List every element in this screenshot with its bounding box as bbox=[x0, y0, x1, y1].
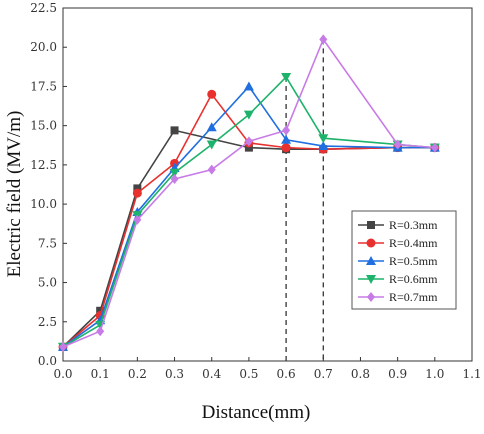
data-point bbox=[430, 142, 439, 153]
legend-item: R=0.5mm bbox=[358, 254, 438, 268]
y-tick-label: 5.0 bbox=[38, 276, 57, 290]
y-tick-label: 12.5 bbox=[30, 158, 57, 172]
data-point bbox=[393, 139, 402, 150]
x-tick-label: 0.7 bbox=[314, 367, 333, 381]
data-point bbox=[319, 34, 328, 45]
data-point bbox=[318, 134, 329, 144]
legend-item: R=0.6mm bbox=[358, 272, 438, 286]
plot-border bbox=[62, 7, 473, 362]
legend-label: R=0.4mm bbox=[389, 236, 438, 250]
data-point bbox=[281, 134, 292, 144]
y-tick-label: 2.5 bbox=[38, 315, 57, 329]
series-5 bbox=[59, 34, 439, 352]
data-point bbox=[243, 81, 254, 91]
legend-item: R=0.4mm bbox=[358, 236, 438, 250]
y-tick-label: 17.5 bbox=[30, 79, 57, 93]
data-point bbox=[169, 168, 180, 178]
legend-label: R=0.5mm bbox=[389, 254, 438, 268]
series-line bbox=[62, 37, 435, 348]
data-point bbox=[133, 184, 142, 193]
data-point bbox=[96, 326, 105, 337]
data-point bbox=[206, 122, 217, 132]
x-tick-label: 1.1 bbox=[462, 367, 481, 381]
x-tick-label: 0.9 bbox=[388, 367, 407, 381]
legend-label: R=0.6mm bbox=[389, 272, 438, 286]
series-line bbox=[62, 85, 435, 348]
legend-label: R=0.7mm bbox=[389, 290, 438, 304]
y-tick-label: 20.0 bbox=[30, 40, 57, 54]
legend-marker bbox=[366, 238, 376, 248]
data-point bbox=[133, 214, 142, 225]
x-tick-label: 0.3 bbox=[165, 367, 184, 381]
reference-lines bbox=[285, 39, 324, 361]
data-point bbox=[244, 136, 253, 147]
data-point bbox=[281, 73, 292, 83]
y-tick-label: 22.5 bbox=[30, 1, 57, 15]
data-point bbox=[59, 341, 67, 352]
data-point bbox=[207, 164, 216, 175]
y-tick-label: 7.5 bbox=[38, 236, 57, 250]
series-layer bbox=[58, 34, 440, 352]
data-point bbox=[170, 174, 179, 185]
x-tick-label: 0.6 bbox=[277, 367, 296, 381]
y-tick-label: 10.0 bbox=[30, 197, 57, 211]
x-tick-label: 0.5 bbox=[239, 367, 258, 381]
data-point bbox=[243, 110, 254, 120]
data-point bbox=[282, 125, 291, 136]
legend: R=0.3mm R=0.4mm R=0.5mm R=0.6mm R=0.7mm bbox=[351, 210, 457, 310]
data-point bbox=[132, 188, 142, 198]
legend-item: R=0.3mm bbox=[358, 218, 438, 232]
x-tick-label: 0.4 bbox=[202, 367, 221, 381]
series-line bbox=[62, 92, 435, 348]
x-axis: 0.0 0.1 0.2 0.3 0.4 0.5 0.6 0.7 0.8 0.9 1.0 1.1 bbox=[53, 357, 482, 381]
legend-label: R=0.3mm bbox=[389, 218, 438, 232]
x-tick-label: 0.0 bbox=[53, 367, 72, 381]
legend-marker bbox=[367, 221, 375, 229]
y-axis-title: Electric field (MV/m) bbox=[4, 111, 25, 278]
data-point bbox=[281, 143, 291, 153]
legend-marker bbox=[367, 292, 375, 302]
data-point bbox=[170, 126, 179, 135]
x-tick-label: 0.2 bbox=[128, 367, 147, 381]
plot-frame bbox=[62, 7, 473, 362]
y-axis: 0.0 2.5 5.0 7.5 10.0 12.5 15.0 17.5 20.0 22.5 bbox=[30, 1, 67, 368]
x-tick-label: 1.0 bbox=[425, 367, 444, 381]
legend-marker bbox=[366, 275, 376, 284]
x-axis-title: Distance(mm) bbox=[202, 402, 311, 423]
y-tick-label: 0.0 bbox=[38, 354, 57, 368]
data-point bbox=[318, 141, 329, 151]
series-line bbox=[62, 75, 435, 348]
y-tick-label: 15.0 bbox=[30, 119, 57, 133]
legend-marker bbox=[366, 256, 376, 265]
data-point bbox=[244, 143, 253, 152]
data-point bbox=[206, 140, 217, 150]
x-tick-label: 0.8 bbox=[351, 367, 370, 381]
legend-item: R=0.7mm bbox=[358, 290, 438, 304]
data-point bbox=[96, 306, 105, 315]
data-point bbox=[207, 89, 217, 99]
x-tick-label: 0.1 bbox=[91, 367, 110, 381]
